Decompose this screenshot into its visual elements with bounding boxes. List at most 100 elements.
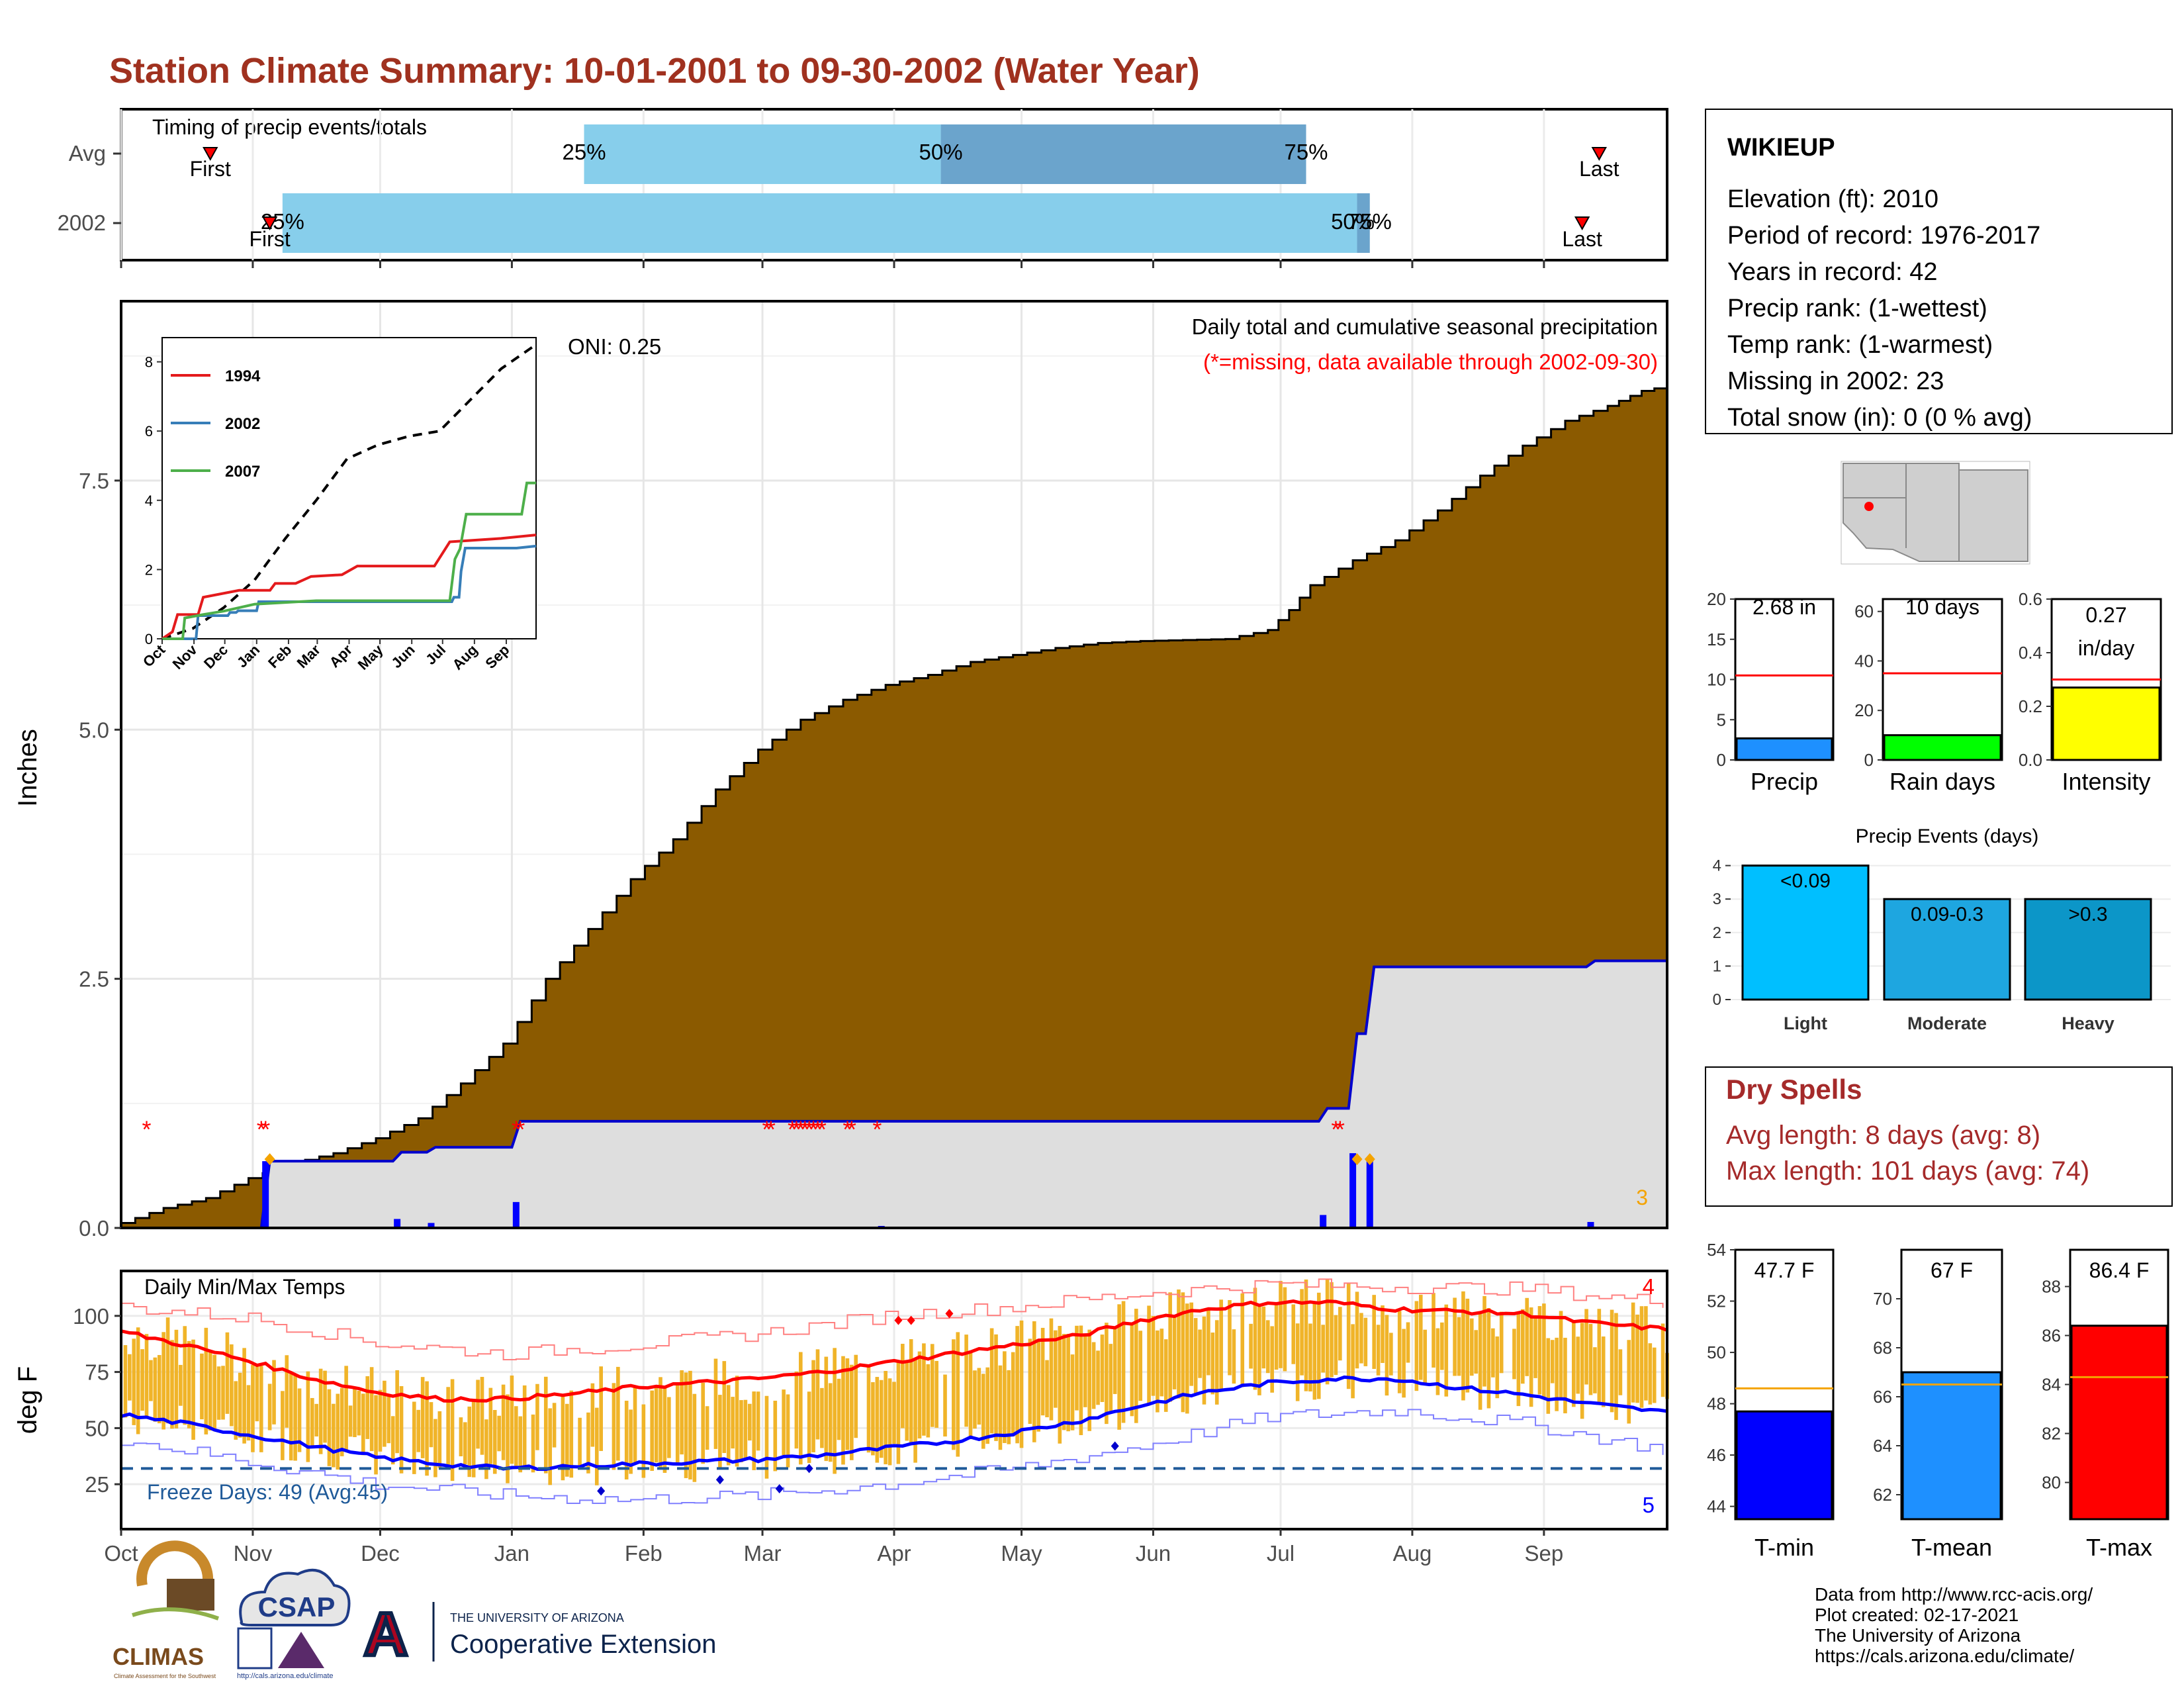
csap-url: http://cals.arizona.edu/climate (237, 1672, 334, 1680)
daily-temp-range-bar (934, 1360, 938, 1428)
daily-temp-range-bar (1499, 1311, 1504, 1374)
daily-temp-range-bar (387, 1396, 391, 1444)
temp-ytick-label: 25 (85, 1472, 109, 1497)
daily-temp-range-bar (1096, 1350, 1100, 1405)
daily-temp-range-bar (204, 1327, 208, 1434)
daily-temp-range-bar (1478, 1313, 1482, 1410)
min-extreme-count: 5 (1643, 1493, 1655, 1517)
daily-temp-range-bar (1274, 1303, 1279, 1370)
daily-temp-range-bar (446, 1387, 450, 1467)
daily-temp-range-bar (293, 1374, 297, 1461)
daily-temp-range-bar (756, 1391, 760, 1451)
daily-temp-range-bar (913, 1359, 917, 1463)
temp-layer (120, 1271, 1669, 1529)
events-bar (1883, 898, 2011, 1001)
daily-temp-range-bar (543, 1376, 548, 1474)
daily-temp-range-bar (1584, 1309, 1588, 1385)
temp-ylabel: deg F (13, 1366, 42, 1434)
daily-temp-range-bar (1156, 1330, 1160, 1413)
daily-temp-range-bar (752, 1391, 756, 1470)
temp-ytick-label: 75 (85, 1360, 109, 1385)
daily-temp-range-bar (650, 1390, 654, 1471)
daily-temp-range-bar (1219, 1299, 1223, 1389)
daily-temp-range-bar (463, 1422, 467, 1465)
events-ytick-label: 3 (1713, 890, 1721, 908)
year-last-label: Last (1562, 227, 1602, 251)
temp-xtick-label: Feb (625, 1541, 662, 1566)
missing-day-marker: * (805, 1115, 814, 1143)
daily-temp-range-bar (1189, 1302, 1194, 1386)
daily-temp-range-bar (187, 1340, 191, 1429)
daily-temp-range-bar (701, 1382, 705, 1464)
daily-temp-range-bar (501, 1384, 506, 1460)
events-bar-label: 0.09-0.3 (1911, 904, 1983, 925)
daily-temp-range-bar (306, 1371, 310, 1462)
mini-bar-value (1735, 737, 1833, 761)
daily-temp-range-bar (713, 1358, 718, 1449)
daily-temp-range-bar (165, 1317, 170, 1424)
daily-temp-range-bar (497, 1415, 501, 1452)
locator-map (1841, 461, 2030, 565)
daily-temp-range-bar (514, 1406, 518, 1466)
daily-temp-range-bar (1406, 1322, 1410, 1363)
daily-temp-range-bar (510, 1375, 514, 1464)
daily-temp-range-bar (1597, 1309, 1602, 1403)
ua-line1: THE UNIVERSITY OF ARIZONA (450, 1611, 624, 1624)
daily-temp-range-bar (1304, 1279, 1308, 1391)
daily-temp-range-bar (722, 1361, 727, 1454)
footer-line: Data from http://www.rcc-acis.org/ (1815, 1584, 2093, 1605)
daily-temp-range-bar (1193, 1318, 1198, 1393)
extreme-day-marker (1351, 1153, 1363, 1166)
precip-ylabel: Inches (13, 729, 42, 807)
daily-temp-range-bar (1372, 1295, 1376, 1369)
daily-temp-range-bar (1261, 1306, 1266, 1369)
daily-temp-range-bar (981, 1374, 985, 1449)
mini-bar-frame (1734, 598, 1835, 761)
mini-bar-value-label: 10 days (1905, 595, 1979, 619)
daily-temp-range-bar (1465, 1298, 1470, 1393)
daily-temp-range-bar (170, 1340, 174, 1429)
daily-precip-bar (1587, 1221, 1594, 1228)
daily-temp-range-bar (1355, 1291, 1359, 1369)
missing-day-marker: * (261, 1115, 270, 1143)
daily-precip-bar (428, 1223, 435, 1228)
mini-ytick-label: 20 (1707, 589, 1726, 609)
daily-temp-range-bar (773, 1401, 778, 1472)
mini-bar-value-label: 2.68 in (1752, 595, 1816, 619)
daily-temp-range-bar (667, 1397, 671, 1458)
timing-panel: Timing of precip events/totals Avg 2002 25… (58, 108, 1668, 268)
missing-day-marker: * (1336, 1115, 1345, 1143)
daily-temp-range-bar (251, 1364, 255, 1452)
missing-day-marker: * (788, 1115, 797, 1143)
daily-temp-range-bar (1546, 1338, 1551, 1414)
temp-bar-label: T-mean (1911, 1534, 1992, 1561)
year-first-marker (261, 216, 278, 231)
daily-temp-range-bar (1521, 1309, 1525, 1384)
daily-temp-range-bar (1011, 1352, 1015, 1437)
dry-spells-avg: Avg length: 8 days (avg: 8) (1726, 1121, 2040, 1150)
daily-temp-range-bar (518, 1416, 523, 1473)
daily-temp-range-bar (1610, 1309, 1614, 1413)
missing-day-marker: * (142, 1115, 151, 1143)
daily-temp-range-bar (1177, 1289, 1181, 1399)
footer-credits: Data from http://www.rcc-acis.org/ Plot … (1815, 1584, 2093, 1666)
daily-temp-range-bar (238, 1372, 242, 1438)
daily-temp-range-bar (1049, 1318, 1054, 1421)
temp-xtick-label: Nov (234, 1541, 273, 1566)
daily-temp-range-bar (1040, 1327, 1045, 1416)
timing-label: Timing of precip events/totals (152, 115, 427, 139)
temp-bar-ytick-label: 86 (2042, 1326, 2061, 1346)
timing-year-bar-upper (1357, 193, 1370, 253)
daily-temp-range-bar (968, 1352, 973, 1438)
dry-spells-title: Dry Spells (1726, 1074, 1862, 1105)
daily-temp-range-bar (1121, 1301, 1126, 1423)
events-category-label: Moderate (1907, 1013, 1987, 1033)
daily-temp-range-bar (140, 1349, 144, 1411)
mini-ytick-label: 10 (1707, 670, 1726, 690)
events-ytick-label: 0 (1713, 991, 1721, 1009)
missing-day-marker: * (796, 1115, 805, 1143)
daily-temp-range-bar (289, 1373, 293, 1461)
avg-first-label: First (190, 157, 231, 181)
